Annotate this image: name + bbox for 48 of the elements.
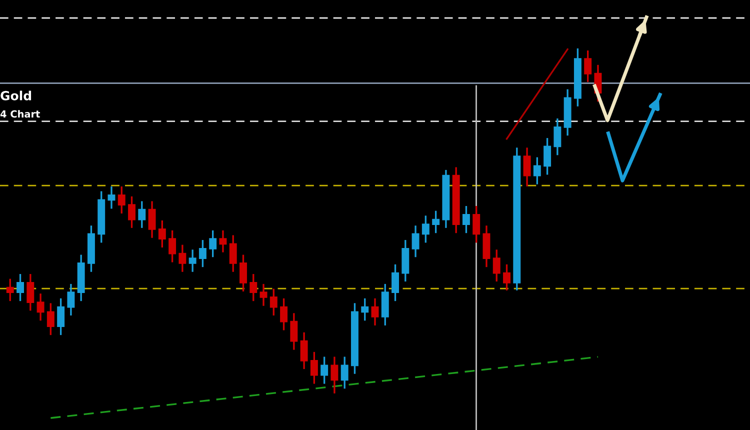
candlestick — [168, 230, 176, 262]
candlestick — [250, 274, 258, 302]
candlestick — [472, 206, 480, 243]
candlestick — [300, 332, 308, 370]
candlestick — [320, 356, 328, 384]
candlestick — [128, 196, 136, 228]
candlestick — [108, 186, 116, 209]
candlestick — [6, 278, 14, 302]
annotation: 4 Chart — [0, 110, 40, 118]
candlestick — [492, 250, 500, 282]
candlestick — [330, 356, 338, 394]
candlestick — [503, 264, 510, 290]
candlestick — [554, 118, 562, 156]
candlestick — [533, 157, 541, 184]
candlestick — [57, 298, 65, 336]
candlestick — [240, 254, 247, 292]
candlestick — [138, 201, 146, 228]
candlestick — [280, 298, 288, 330]
candlestick — [118, 186, 126, 214]
candlestick — [270, 288, 278, 316]
candlestick — [148, 201, 156, 238]
candlestick — [432, 210, 440, 234]
candlestick — [209, 230, 217, 258]
candlestick — [290, 313, 298, 350]
candlestick — [229, 235, 237, 272]
candlestick — [219, 230, 227, 252]
candlestick — [16, 274, 24, 302]
candlestick — [422, 216, 430, 243]
candlestick — [67, 284, 75, 316]
candlestick — [544, 138, 552, 175]
candlestick — [178, 244, 186, 272]
candlestick — [361, 298, 369, 321]
candlestick — [584, 50, 592, 82]
candlestick — [26, 274, 34, 311]
candlestick — [462, 206, 470, 234]
annotation: Gold — [0, 90, 32, 100]
candlestick — [392, 264, 400, 302]
candlestick — [46, 303, 54, 336]
candlestick — [340, 356, 348, 389]
candlestick — [371, 298, 379, 326]
candlestick — [198, 240, 206, 268]
candlestick — [523, 148, 531, 186]
candlestick — [260, 284, 268, 306]
candlestick — [36, 294, 44, 321]
candlestick — [412, 226, 420, 258]
candlestick — [188, 250, 196, 272]
candlestick — [310, 352, 318, 384]
candlestick — [158, 220, 166, 248]
